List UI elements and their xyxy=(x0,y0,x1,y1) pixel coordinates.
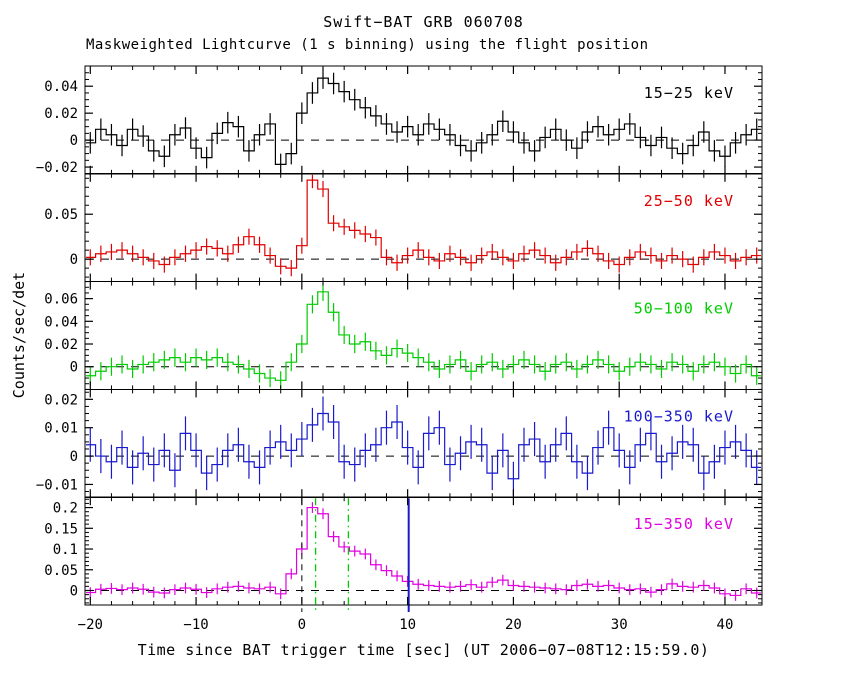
y-tick-label: 0 xyxy=(70,133,78,149)
panel-0-data xyxy=(86,67,761,173)
panel-1-frame xyxy=(84,173,763,283)
x-tick-label: 30 xyxy=(611,617,628,633)
y-tick-label: 0.01 xyxy=(44,421,78,437)
y-tick-label: 0.02 xyxy=(44,106,78,122)
x-tick-label: 20 xyxy=(505,617,522,633)
y-tick-label: 0 xyxy=(70,583,78,599)
band-label-3: 100−350 keV xyxy=(624,407,734,425)
y-tick-label: 0 xyxy=(70,360,78,376)
figure-title: Swift−BAT GRB 060708 xyxy=(323,13,524,31)
y-tick-label: 0.02 xyxy=(44,392,78,408)
y-tick-label: −0.01 xyxy=(36,477,78,493)
x-tick-label: 0 xyxy=(298,617,306,633)
y-tick-label: 0.05 xyxy=(44,563,78,579)
series-3 xyxy=(86,412,761,480)
y-tick-label: 0.04 xyxy=(44,314,78,330)
series-1 xyxy=(86,179,761,269)
band-label-1: 25−50 keV xyxy=(644,192,734,210)
y-tick-label: 0 xyxy=(70,252,78,268)
panel-1-data xyxy=(86,174,761,277)
y-tick-label: 0.04 xyxy=(44,79,78,95)
y-tick-label: 0.2 xyxy=(53,501,78,517)
band-label-4: 15−350 keV xyxy=(634,515,734,533)
x-axis-label: Time since BAT trigger time [sec] (UT 20… xyxy=(137,641,710,659)
panel-3-data xyxy=(86,396,761,496)
x-tick-label: −10 xyxy=(183,617,208,633)
figure-subtitle: Maskweighted Lightcurve (1 s binning) us… xyxy=(86,37,649,53)
x-tick-label: −20 xyxy=(78,617,103,633)
series-4 xyxy=(86,506,761,597)
panel-0-frame xyxy=(84,65,763,175)
band-label-0: 15−25 keV xyxy=(644,84,734,102)
series-2 xyxy=(86,291,761,381)
panel-2-frame xyxy=(84,281,763,391)
x-tick-label: 40 xyxy=(717,617,734,633)
panel-4-data xyxy=(86,502,761,601)
y-tick-label: 0.1 xyxy=(53,542,78,558)
x-tick-label: 10 xyxy=(399,617,416,633)
y-tick-label: 0.05 xyxy=(44,207,78,223)
y-tick-label: −0.02 xyxy=(36,160,78,176)
y-tick-label: 0.15 xyxy=(44,521,78,537)
panel-4-frame xyxy=(84,496,763,606)
y-tick-label: 0 xyxy=(70,449,78,465)
band-label-2: 50−100 keV xyxy=(634,300,734,318)
y-tick-label: 0.06 xyxy=(44,292,78,308)
panel-2-data xyxy=(86,282,761,389)
y-tick-label: 0.02 xyxy=(44,337,78,353)
series-0 xyxy=(86,77,761,165)
